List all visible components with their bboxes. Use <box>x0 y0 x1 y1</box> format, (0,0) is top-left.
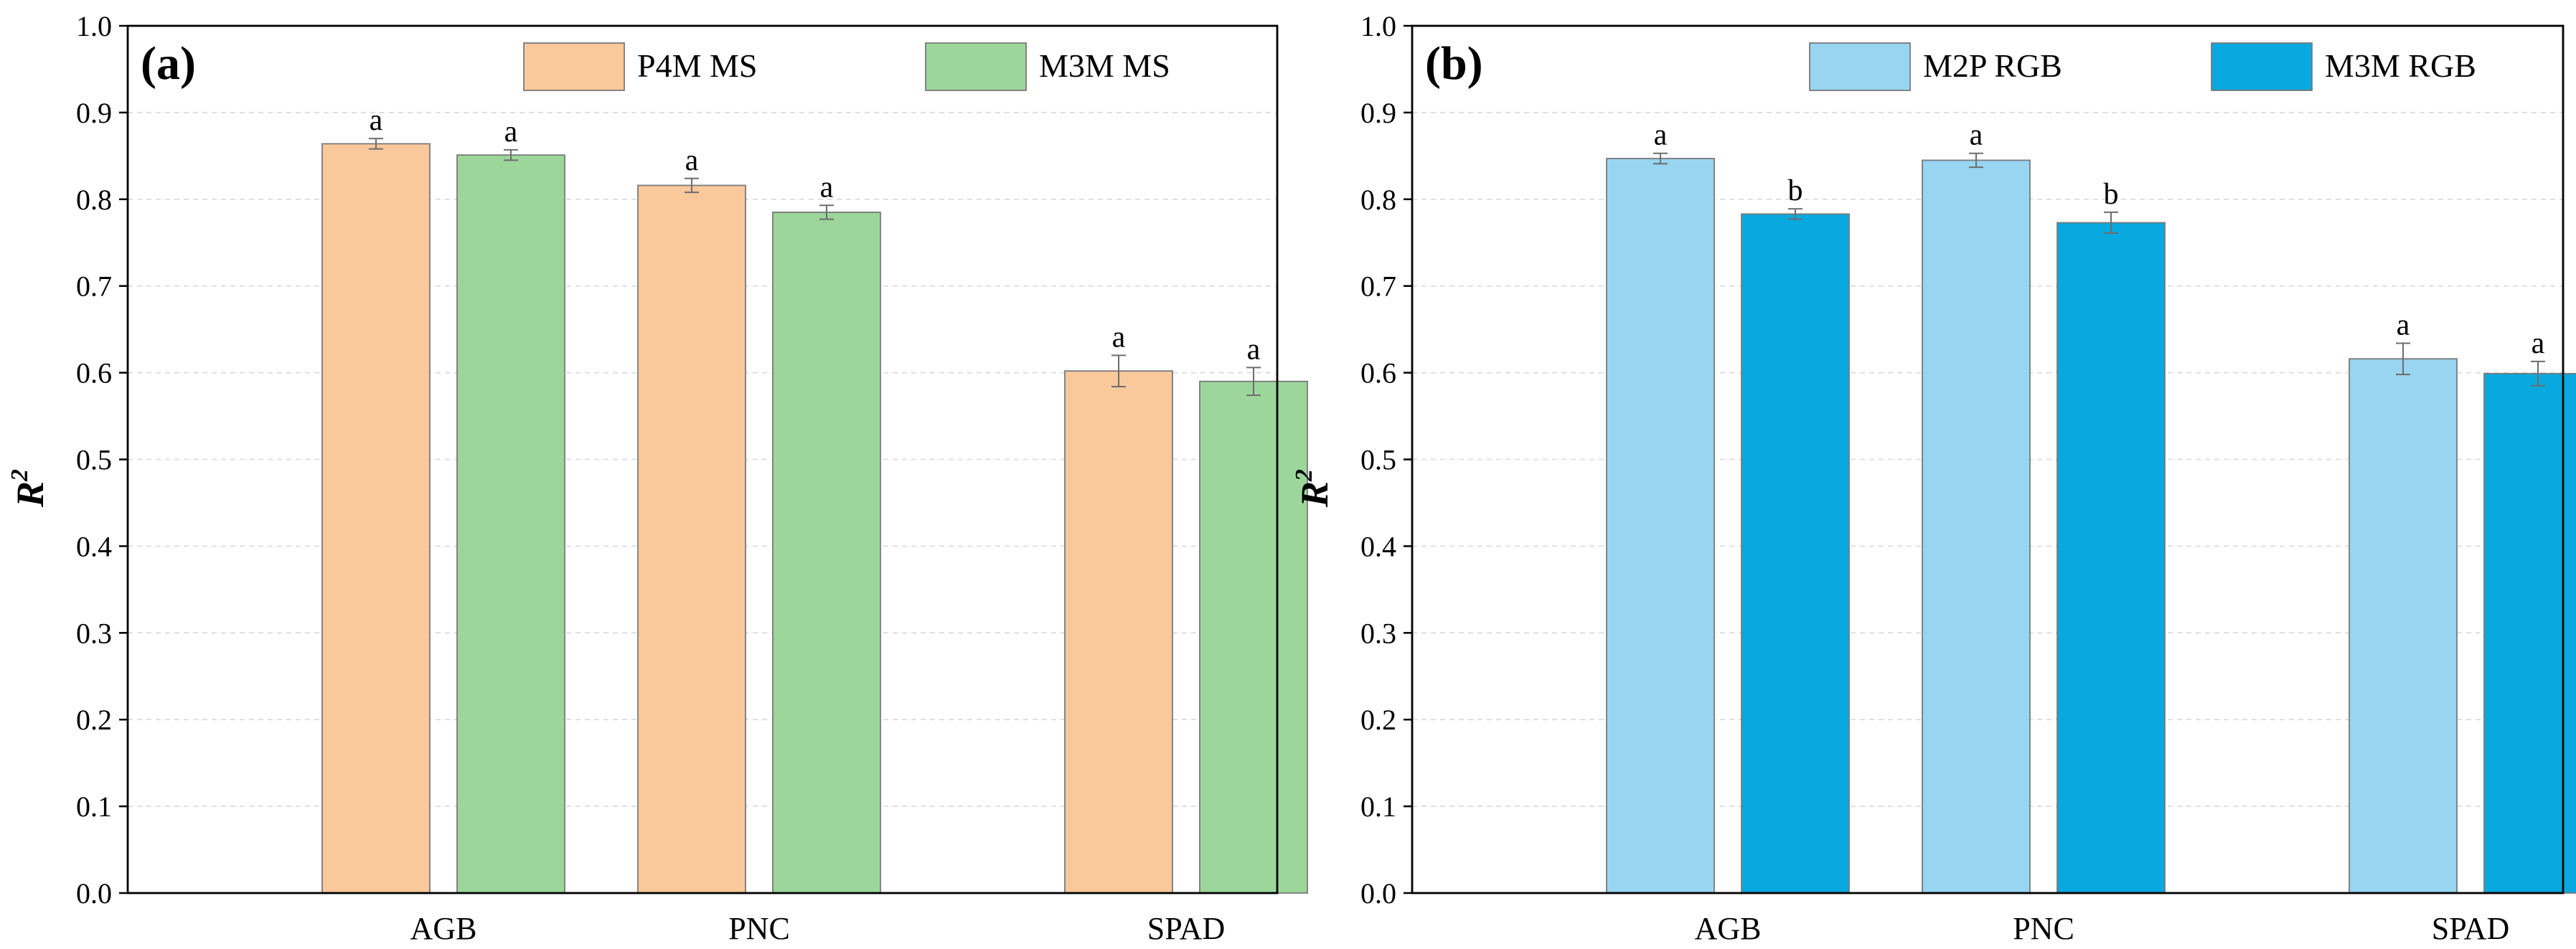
y-tick-label: 0.2 <box>76 704 112 736</box>
y-tick-label: 0.9 <box>1360 97 1396 129</box>
bar <box>637 184 746 894</box>
significance-label: a <box>685 144 699 177</box>
y-tick-label: 0.6 <box>1360 357 1396 389</box>
y-tick-label: 0.0 <box>1360 877 1396 910</box>
y-tick-label: 0.8 <box>1360 184 1396 216</box>
y-tick-label: 0.3 <box>1360 617 1396 649</box>
y-tick-label: 0.8 <box>76 184 112 216</box>
y-tick-label: 0.4 <box>76 530 112 562</box>
x-tick-label: AGB <box>1695 911 1762 946</box>
y-axis-label-superscript: 2 <box>1291 469 1317 482</box>
y-tick-label: 0.1 <box>76 790 112 823</box>
legend-swatch <box>523 42 625 91</box>
y-tick-label: 1.0 <box>76 10 112 42</box>
legend-swatch <box>1809 42 1911 91</box>
panel-label: (b) <box>1425 37 1483 90</box>
bar <box>2349 358 2458 894</box>
y-tick-label: 0.5 <box>76 444 112 476</box>
y-tick-label: 0.1 <box>1360 790 1396 823</box>
legend-label: M3M MS <box>1039 47 1170 84</box>
bar <box>1922 159 2031 894</box>
y-tick-label: 0.6 <box>76 357 112 389</box>
y-tick-label: 0.5 <box>1360 444 1396 476</box>
chart-panel-1: 0.0 0.1 0.2 0.3 0.4 0.5 0.6 0.7 0.8 0.9 1.0 a a AGB a a… <box>6 10 1308 946</box>
y-tick-label: 0.2 <box>1360 704 1396 736</box>
y-tick-label: 0.9 <box>76 97 112 129</box>
significance-label: a <box>1247 333 1261 366</box>
y-tick-label: 1.0 <box>1360 10 1396 42</box>
x-tick-label: SPAD <box>2432 911 2509 946</box>
significance-label: a <box>1970 119 1983 152</box>
y-axis-label: R2 <box>6 469 52 508</box>
legend-label: M3M RGB <box>2325 47 2476 84</box>
legend-swatch <box>925 42 1027 91</box>
y-tick-label: 0.0 <box>76 877 112 910</box>
bar <box>2483 372 2576 894</box>
bar <box>456 154 565 894</box>
significance-label: a <box>1654 119 1668 152</box>
significance-label: a <box>2532 327 2545 360</box>
significance-label: b <box>1788 174 1803 207</box>
significance-label: a <box>1112 321 1126 354</box>
y-tick-label: 0.3 <box>76 617 112 649</box>
x-tick-label: SPAD <box>1147 911 1225 946</box>
chart-panel-2: 0.0 0.1 0.2 0.3 0.4 0.5 0.6 0.7 0.8 0.9 1.0 a b AGB a b… <box>1291 10 2576 946</box>
y-axis-label: R2 <box>1291 469 1336 508</box>
significance-label: a <box>820 171 834 204</box>
plot-frame <box>126 24 1279 894</box>
y-axis-label-base: R <box>9 481 52 508</box>
bar <box>772 212 881 894</box>
significance-label: a <box>2397 308 2410 341</box>
x-tick-label: PNC <box>2013 911 2074 946</box>
x-tick-label: PNC <box>728 911 790 946</box>
bar <box>1741 213 1850 894</box>
panel-label: (a) <box>141 37 196 90</box>
bar <box>1199 380 1308 894</box>
y-tick-label: 0.4 <box>1360 530 1396 562</box>
y-tick-label: 0.7 <box>76 270 112 303</box>
bar <box>1606 158 1715 894</box>
plot-frame <box>1411 24 2565 894</box>
legend-swatch <box>2211 42 2313 91</box>
legend-label: P4M MS <box>637 47 757 84</box>
significance-label: a <box>370 104 383 137</box>
significance-label: b <box>2104 178 2119 211</box>
bar <box>321 143 431 894</box>
bar <box>1064 370 1173 894</box>
x-tick-label: AGB <box>410 911 477 946</box>
y-tick-label: 0.7 <box>1360 270 1396 303</box>
y-axis-label-base: R <box>1293 481 1336 508</box>
bar <box>2056 222 2166 894</box>
significance-label: a <box>504 115 518 148</box>
legend-label: M2P RGB <box>1923 47 2062 84</box>
y-axis-label-superscript: 2 <box>6 469 33 482</box>
